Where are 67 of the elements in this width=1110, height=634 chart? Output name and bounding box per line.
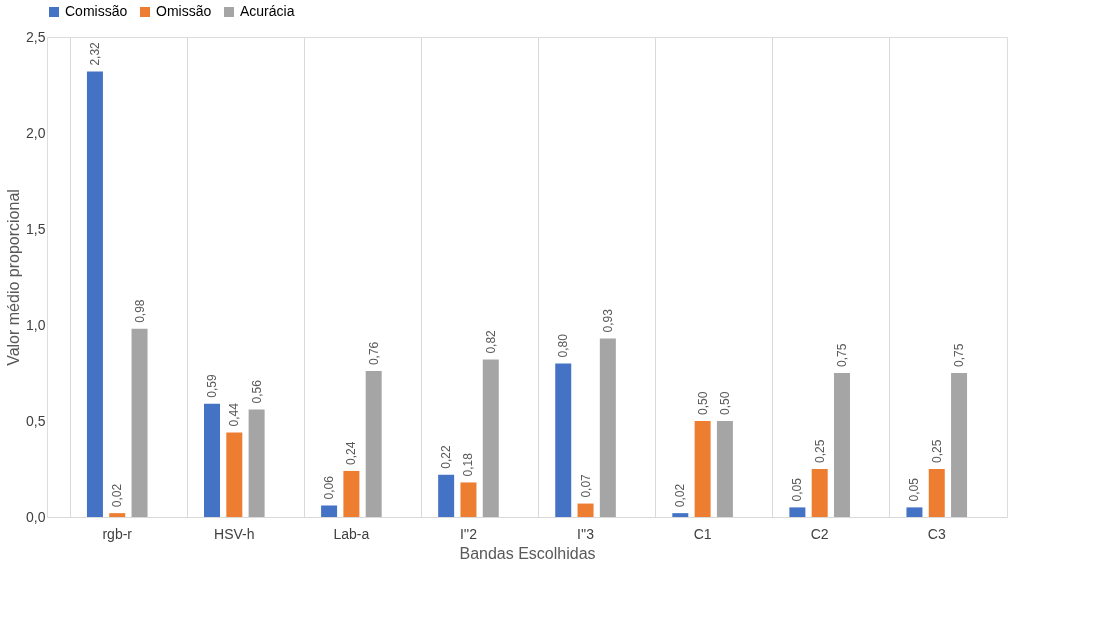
data-label: 0,18 [461,452,476,477]
bar [811,469,828,517]
y-tick-label: 2,5 [26,28,46,45]
data-label: 0,75 [834,343,849,367]
bar [204,403,221,517]
legend-label: Comissão [65,3,128,19]
bar [86,71,103,517]
bar [789,507,806,517]
bar [438,474,455,517]
bar [321,505,338,517]
data-label: 0,05 [790,477,805,502]
bar [694,421,711,517]
data-label: 0,22 [439,445,454,469]
bar [577,503,594,517]
x-axis-title: Bandas Escolhidas [459,544,596,562]
x-tick-label: C3 [927,525,946,542]
data-label: 0,93 [600,308,615,333]
bar [672,513,689,517]
data-label: 0,07 [578,473,593,498]
y-tick-label: 0,0 [26,508,46,525]
data-label: 0,02 [673,483,688,508]
bar [109,513,126,517]
bar [951,373,968,517]
x-tick-label: Lab-a [333,525,370,542]
data-label: 2,32 [87,41,102,66]
bar [928,469,945,517]
x-tick-label: C1 [693,525,712,542]
bar [716,421,733,517]
data-label: 0,76 [366,341,381,366]
bar [906,507,923,517]
bar [482,359,499,517]
bar [365,371,382,517]
bar [131,328,148,517]
y-tick-label: 2,0 [26,124,46,141]
y-axis-title: Valor médio proporcional [5,189,23,366]
y-tick-label: 1,0 [26,316,46,333]
bar [833,373,850,517]
data-label: 0,05 [907,477,922,502]
data-label: 0,98 [132,299,147,323]
x-tick-label: C2 [810,525,829,542]
x-tick-label: I''3 [577,525,595,542]
bar [599,338,616,517]
bar [555,363,572,517]
bar [226,432,243,517]
data-label: 0,50 [717,391,732,415]
data-label: 0,44 [227,402,242,427]
legend-label: Acurácia [240,3,295,19]
data-label: 0,24 [344,441,359,465]
data-label: 0,25 [929,439,944,463]
x-tick-label: HSV-h [214,525,255,542]
x-tick-label: I''2 [459,525,478,542]
data-label: 0,02 [110,483,125,508]
data-label: 0,56 [249,379,264,404]
data-label: 0,59 [205,374,220,398]
y-tick-label: 1,5 [26,220,46,237]
bar [248,409,265,517]
data-label: 0,75 [952,343,967,367]
data-label: 0,50 [695,391,710,415]
data-label: 0,06 [322,475,337,500]
bar [343,470,360,517]
data-label: 0,25 [812,439,827,463]
legend-label: Omissão [156,3,212,19]
x-tick-label: rgb-r [102,525,133,542]
y-tick-label: 0,5 [26,412,46,429]
bar [460,482,477,517]
data-label: 0,82 [483,329,498,354]
data-label: 0,80 [556,333,571,358]
